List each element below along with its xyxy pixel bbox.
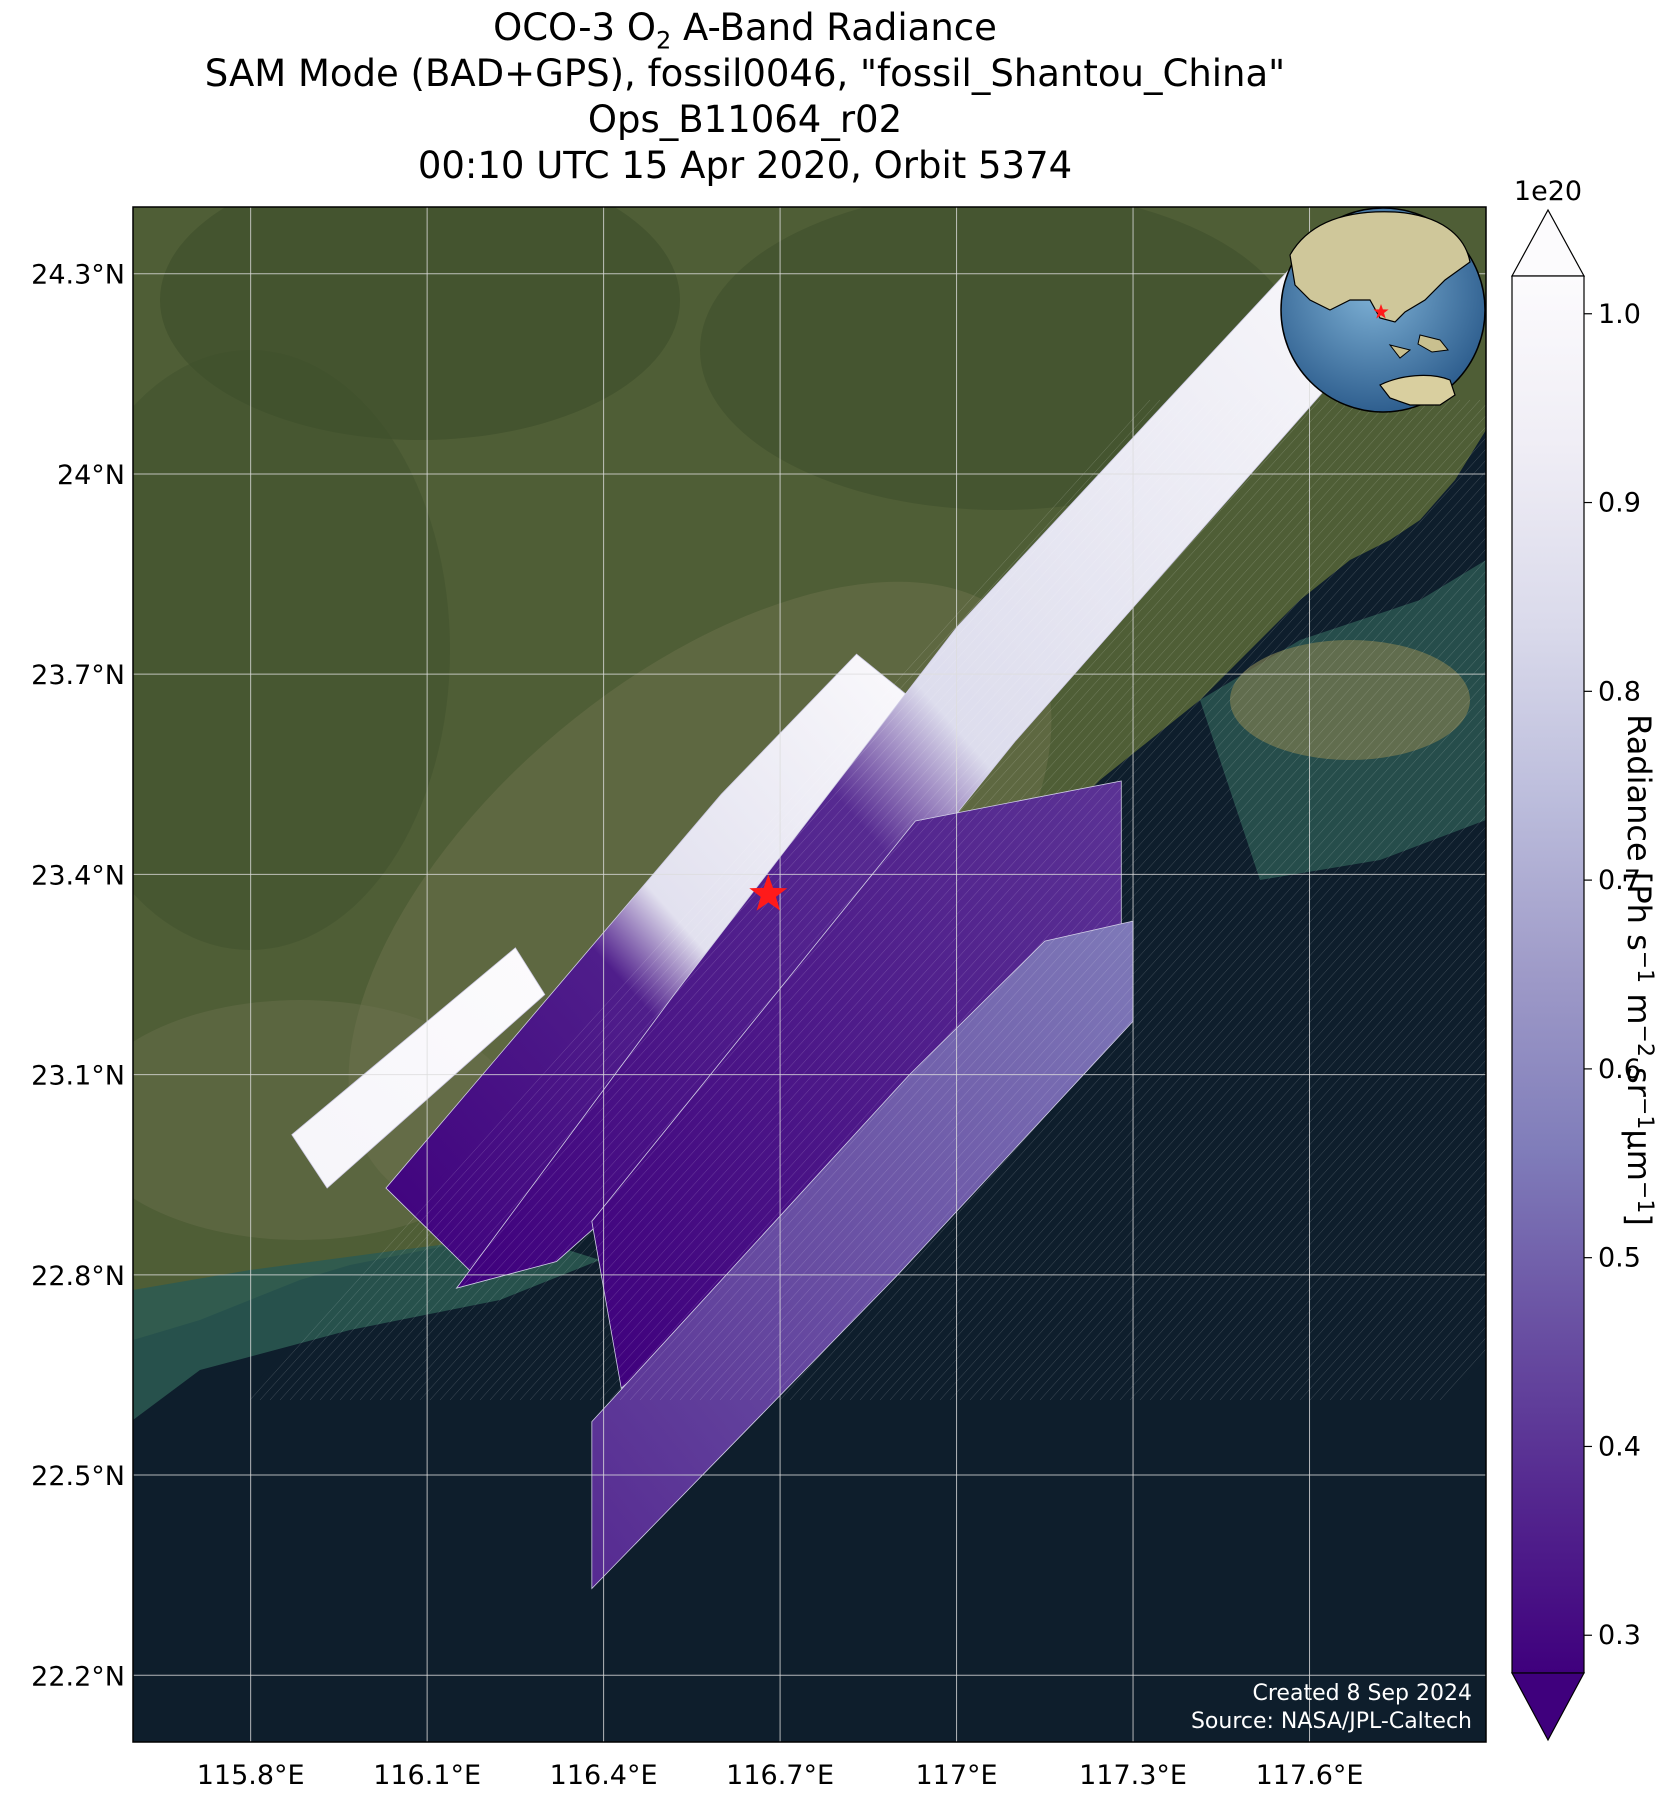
title-line-2: SAM Mode (BAD+GPS), fossil0046, "fossil_…	[204, 52, 1286, 95]
lon-tick-label: 115.8°E	[197, 1760, 305, 1791]
credit-created: Created 8 Sep 2024	[1253, 1681, 1473, 1706]
colorbar-tick-label: 0.9	[1598, 488, 1641, 519]
inset-globe	[1280, 207, 1486, 413]
globe-land-islands	[1388, 334, 1449, 359]
lat-tick-label: 23.1°N	[31, 1061, 125, 1092]
lon-tick-label: 116.1°E	[373, 1760, 481, 1791]
colorbar-label: Radiance [Ph s−1 m−2 sr−1μm−1]	[1620, 714, 1658, 1226]
colorbar-multiplier: 1e20	[1514, 176, 1582, 207]
target-marker-group	[749, 874, 788, 911]
lon-tick-label: 116.4°E	[550, 1760, 658, 1791]
colorbar-label-e: ]	[1620, 1213, 1658, 1225]
lat-tick-label: 22.5°N	[31, 1461, 125, 1492]
colorbar-label-d: μm	[1620, 1129, 1658, 1181]
colorbar-tick-label: 1.0	[1598, 299, 1641, 330]
lat-tick-label: 22.8°N	[31, 1261, 125, 1292]
lon-tick-label: 117.6°E	[1256, 1760, 1364, 1791]
globe-land-australia	[1379, 374, 1456, 406]
lon-tick-label: 116.7°E	[726, 1760, 834, 1791]
title-line-1: OCO-3 O2 A-Band Radiance	[0, 6, 1490, 62]
lon-tick-label: 117.3°E	[1079, 1760, 1187, 1791]
colorbar-tick-label: 0.5	[1598, 1243, 1641, 1274]
colorbar-body	[1511, 275, 1585, 1674]
title-line-1-sub: 2	[655, 26, 672, 55]
lat-tick-label: 22.2°N	[31, 1661, 125, 1692]
colorbar-tick-label: 0.4	[1598, 1431, 1641, 1462]
colorbar-tick-label: 0.3	[1598, 1620, 1641, 1651]
colorbar-label-sup2: −2	[1632, 1025, 1657, 1057]
title-line-3: Ops_B11064_r02	[587, 98, 903, 141]
colorbar-label-sup4: −1	[1632, 1181, 1657, 1213]
colorbar-extend-top	[1510, 208, 1586, 277]
colorbar-label-c: sr	[1620, 1057, 1658, 1098]
target-star	[749, 874, 788, 911]
swath-layer	[249, 259, 1486, 1590]
colorbar-extend-bottom	[1510, 1672, 1586, 1742]
credit-source: Source: NASA/JPL-Caltech	[1191, 1709, 1472, 1734]
colorbar-tick-label: 0.7	[1598, 865, 1641, 896]
colorbar-label-b: m	[1620, 983, 1658, 1024]
lon-tick-label: 117°E	[916, 1760, 998, 1791]
gridlines	[133, 207, 1486, 1742]
colorbar-label-a: Radiance [Ph s	[1620, 714, 1658, 951]
swath-1	[291, 947, 546, 1189]
lat-tick-label: 23.7°N	[31, 660, 125, 691]
globe-land-asia	[1289, 211, 1471, 323]
title-line-1-b: A-Band Radiance	[671, 6, 997, 49]
colorbar-tick-label: 0.8	[1598, 676, 1641, 707]
lat-tick-label: 24°N	[57, 460, 125, 491]
colorbar-ticks: 1.0 0.9 0.8 0.7 0.6 0.5 0.4 0.3	[1584, 299, 1641, 1651]
title-line-1-a: OCO-3 O	[493, 6, 656, 49]
title-line-4: 00:10 UTC 15 Apr 2020, Orbit 5374	[417, 144, 1073, 187]
colorbar-label-sup1: −1	[1632, 951, 1657, 983]
lat-tick-label: 24.3°N	[31, 260, 125, 291]
colorbar: 1e20 1.0 0.9 0.8 0.7 0.6 0.5 0.4 0.3 Radiance […	[1510, 176, 1658, 1742]
colorbar-tick-label: 0.6	[1598, 1054, 1641, 1085]
globe-star-marker	[1373, 304, 1389, 319]
swath-footprint-grid	[249, 399, 1486, 1401]
colorbar-label-sup3: −1	[1632, 1097, 1657, 1129]
lat-tick-label: 23.4°N	[31, 860, 125, 891]
axis-ticks: 115.8°E 116.1°E 116.4°E 116.7°E 117°E 117.3°E…	[31, 260, 1363, 1791]
map-frame	[132, 206, 1487, 1743]
